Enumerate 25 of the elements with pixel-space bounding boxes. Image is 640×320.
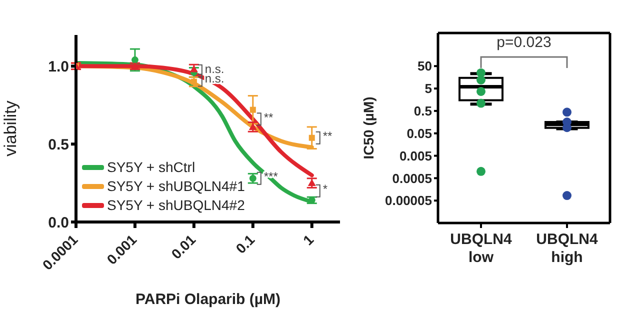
x-axis-title: PARPi Olaparib (µM) <box>135 291 281 308</box>
x-tick-label: UBQLN4 high <box>536 231 598 266</box>
legend-label: SY5Y + shUBQLN4#1 <box>107 177 245 196</box>
x-tick-label: UBQLN4 low <box>450 231 512 266</box>
annotation: p=0.023 <box>496 34 552 51</box>
y-tick-label: 0.05 <box>406 126 432 141</box>
y-tick-label: 0.5 <box>48 136 69 154</box>
y-axis-title: IC50 (µM) <box>360 96 377 160</box>
legend-label: SY5Y + shCtrl <box>107 158 196 177</box>
y-tick-label: 0.5 <box>414 104 432 119</box>
y-tick-label: 1.0 <box>48 58 69 76</box>
annotation: ** <box>264 110 274 124</box>
x-tick-label: 0.1 <box>232 231 258 257</box>
y-tick-label: 0.00005 <box>385 193 432 208</box>
y-tick-label: 50 <box>418 58 432 74</box>
y-tick-label: 0.005 <box>399 148 432 164</box>
annotation: ** <box>322 129 333 144</box>
annotation: * <box>322 182 328 196</box>
y-tick-label: 0.0005 <box>392 170 432 186</box>
x-tick-label: 0.01 <box>168 231 199 262</box>
y-tick-label: 0.0 <box>48 214 69 232</box>
y-axis-title: viability <box>1 100 20 156</box>
x-tick-label: 1 <box>300 231 317 248</box>
legend-label: SY5Y + shUBQLN4#2 <box>107 196 245 215</box>
y-tick-label: 5 <box>424 81 432 96</box>
